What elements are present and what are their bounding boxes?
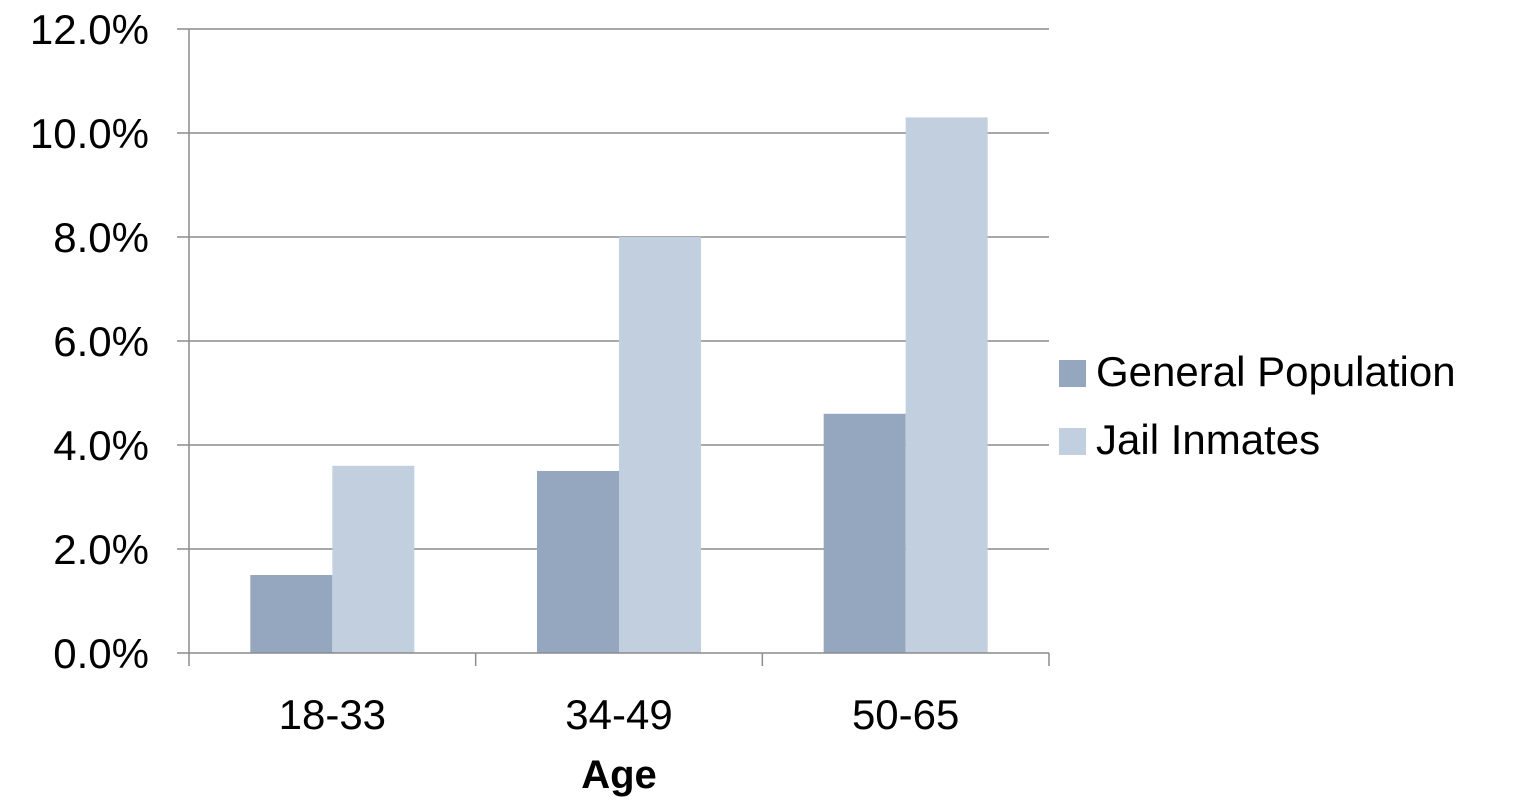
y-tick-label: 10.0% xyxy=(30,110,149,157)
x-tick-label: 50-65 xyxy=(852,691,959,738)
y-tick-label: 4.0% xyxy=(53,422,149,469)
legend-label-jail-inmates: Jail Inmates xyxy=(1096,416,1320,463)
bar-general-population-34-49 xyxy=(537,471,619,653)
axes xyxy=(177,28,1050,666)
legend-swatch-jail-inmates xyxy=(1059,428,1086,455)
bar-general-population-50-65 xyxy=(823,413,906,653)
x-tick-label: 34-49 xyxy=(565,691,672,738)
y-tick-label: 6.0% xyxy=(53,318,149,365)
legend-swatch-general-population xyxy=(1059,360,1086,387)
x-tick-label: 18-33 xyxy=(279,691,386,738)
x-axis-tick-labels: 18-33 34-49 50-65 xyxy=(279,691,960,738)
bar-jail-inmates-34-49 xyxy=(619,237,701,653)
legend: General Population Jail Inmates xyxy=(1059,348,1456,463)
y-tick-label: 2.0% xyxy=(53,526,149,573)
y-tick-label: 0.0% xyxy=(53,630,149,677)
y-axis-tick-labels: 0.0% 2.0% 4.0% 6.0% 8.0% 10.0% 12.0% xyxy=(30,6,149,677)
legend-label-general-population: General Population xyxy=(1096,348,1456,395)
bars xyxy=(250,117,988,653)
bar-general-population-18-33 xyxy=(250,575,333,653)
bar-jail-inmates-18-33 xyxy=(332,465,415,653)
y-tick-label: 12.0% xyxy=(30,6,149,53)
bar-jail-inmates-50-65 xyxy=(905,117,988,653)
y-tick-label: 8.0% xyxy=(53,214,149,261)
x-axis-title: Age xyxy=(581,753,657,797)
